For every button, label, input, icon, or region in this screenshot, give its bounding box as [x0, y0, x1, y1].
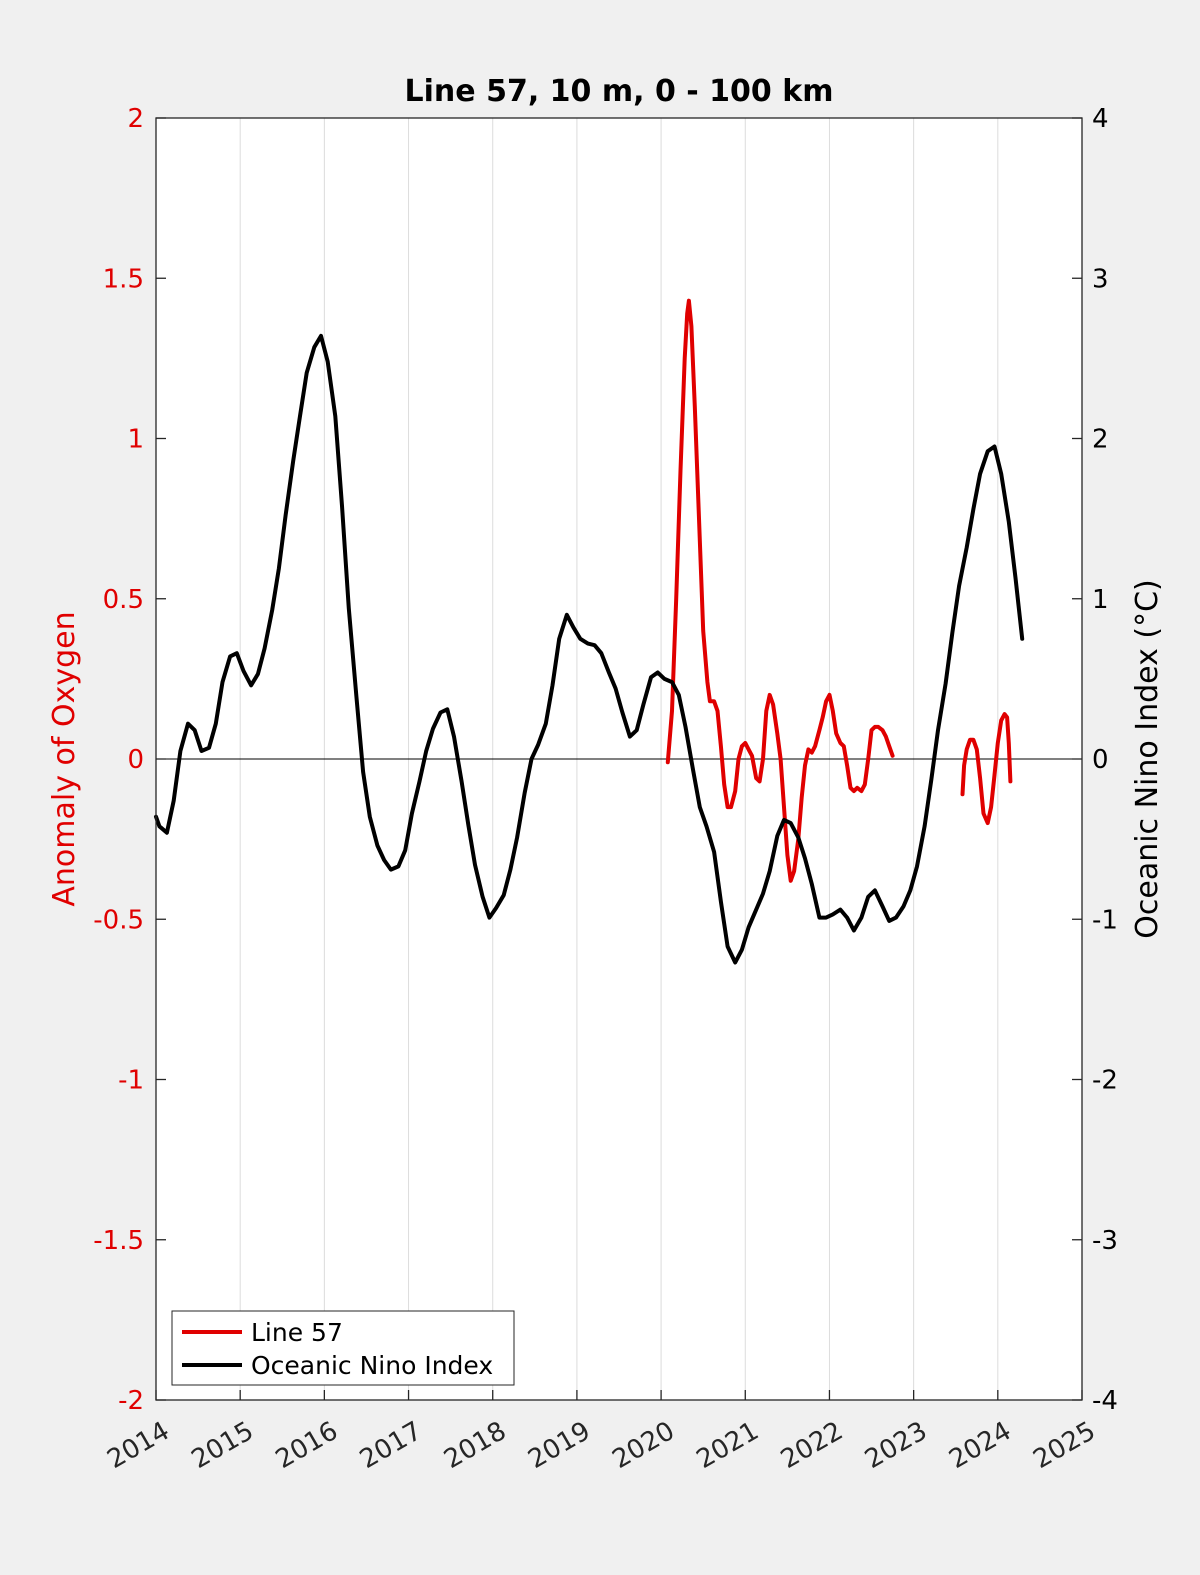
right-tick-label: 3 — [1092, 264, 1109, 294]
x-tick-label: 2016 — [271, 1416, 343, 1475]
left-tick-label: -0.5 — [93, 905, 144, 935]
legend: Line 57 Oceanic Nino Index — [171, 1310, 515, 1386]
left-tick-label: 1 — [127, 425, 144, 455]
right-tick-label: 4 — [1092, 104, 1109, 134]
left-y-axis: -2 -1.5 -1 -0.5 0 0.5 1 1.5 2 — [93, 104, 166, 1416]
left-tick-label: 2 — [127, 104, 144, 134]
right-tick-label: 2 — [1092, 425, 1109, 455]
right-tick-label: -3 — [1092, 1226, 1118, 1256]
x-tick-label: 2025 — [1028, 1416, 1100, 1475]
x-tick-label: 2021 — [692, 1416, 764, 1475]
x-tick-label: 2022 — [776, 1416, 848, 1475]
left-tick-label: -1.5 — [93, 1226, 144, 1256]
left-tick-label: 0.5 — [103, 585, 144, 615]
series-line-line-57 — [665, 298, 895, 883]
series-line-line-57 — [960, 712, 1013, 826]
x-tick-label: 2023 — [860, 1416, 932, 1475]
right-tick-label: -2 — [1092, 1066, 1118, 1096]
x-tick-label: 2014 — [102, 1416, 174, 1475]
right-tick-label: -4 — [1092, 1386, 1118, 1416]
series-line-oceanic-nino-index — [154, 333, 1025, 965]
chart-title: Line 57, 10 m, 0 - 100 km — [405, 74, 834, 109]
x-tick-label: 2018 — [439, 1416, 511, 1475]
legend-label-line-57: Line 57 — [251, 1318, 343, 1347]
right-tick-label: -1 — [1092, 905, 1118, 935]
x-tick-label: 2017 — [355, 1416, 427, 1475]
left-axis-label: Anomaly of Oxygen — [47, 611, 82, 906]
left-tick-label: 0 — [127, 745, 144, 775]
x-tick-label: 2015 — [187, 1416, 259, 1475]
left-tick-label: 1.5 — [103, 264, 144, 294]
right-tick-label: 0 — [1092, 745, 1109, 775]
legend-label-oceanic-nino-index: Oceanic Nino Index — [251, 1351, 493, 1380]
legend-box — [171, 1310, 515, 1386]
series-lines — [154, 298, 1025, 965]
right-y-axis: -4 -3 -2 -1 0 1 2 3 4 — [1072, 104, 1118, 1416]
right-axis-label: Oceanic Nino Index (°C) — [1130, 579, 1165, 939]
x-tick-label: 2019 — [523, 1416, 595, 1475]
left-tick-label: -1 — [118, 1066, 144, 1096]
left-tick-label: -2 — [118, 1386, 144, 1416]
x-axis: 2014 2015 2016 2017 2018 2019 2020 2021 2022 2023… — [102, 1390, 1101, 1475]
x-tick-label: 2020 — [607, 1416, 679, 1475]
x-tick-label: 2024 — [944, 1416, 1016, 1475]
right-tick-label: 1 — [1092, 585, 1109, 615]
